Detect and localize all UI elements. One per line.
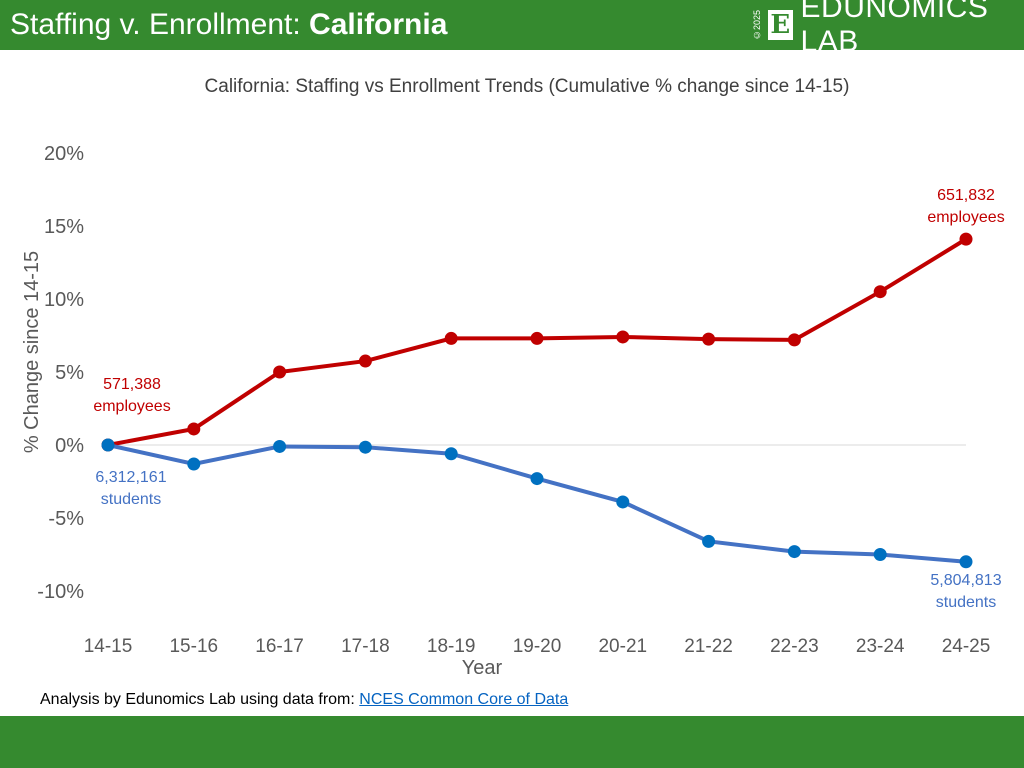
students-point xyxy=(101,438,115,452)
y-axis-label: % Change since 14-15 xyxy=(21,251,43,453)
students-end-label: 5,804,813 xyxy=(930,572,1001,589)
staff-start-label: employees xyxy=(93,398,170,415)
students-line xyxy=(107,443,967,564)
x-tick-label: 23-24 xyxy=(856,636,905,657)
logo-name: EDUNOMICS LAB xyxy=(800,0,989,58)
x-tick-label: 22-23 xyxy=(770,636,819,657)
title-text: Staffing v. Enrollment: xyxy=(10,8,310,41)
x-tick-label: 24-25 xyxy=(942,636,991,657)
students-point xyxy=(959,555,973,569)
students-point xyxy=(616,495,630,509)
students-start-label: students xyxy=(101,491,161,508)
page-title: Staffing v. Enrollment: California xyxy=(10,8,447,42)
x-tick-label: 16-17 xyxy=(255,636,304,657)
x-tick-label: 18-19 xyxy=(427,636,476,657)
title-state: California xyxy=(309,8,448,41)
students-end-label: students xyxy=(936,594,996,611)
students-point xyxy=(187,457,201,471)
source-text: Analysis by Edunomics Lab using data fro… xyxy=(40,691,360,708)
students-point xyxy=(273,439,287,453)
x-axis-label: Year xyxy=(462,657,503,679)
y-tick-label: 0% xyxy=(55,435,84,457)
chart-title: California: Staffing vs Enrollment Trend… xyxy=(205,76,850,97)
y-tick-label: 5% xyxy=(55,362,84,384)
staff-point xyxy=(702,332,716,346)
x-tick-label: 19-20 xyxy=(513,636,562,657)
footer-bar xyxy=(0,716,1024,768)
staff-point xyxy=(444,331,458,345)
staff-point xyxy=(187,422,201,436)
students-point xyxy=(787,545,801,559)
x-tick-label: 14-15 xyxy=(84,636,133,657)
source-link[interactable]: NCES Common Core of Data xyxy=(359,691,569,708)
y-tick-label: -5% xyxy=(48,508,84,530)
staff-point xyxy=(873,285,887,299)
y-tick-label: 20% xyxy=(44,143,84,165)
staff-point xyxy=(530,331,544,345)
header-bar: Staffing v. Enrollment: California ©2025… xyxy=(0,0,1024,58)
students-point xyxy=(358,440,372,454)
staff-point xyxy=(358,354,372,368)
y-tick-label: -10% xyxy=(37,581,84,603)
edunomics-logo: ©2025 E EDUNOMICS LAB xyxy=(752,0,1024,58)
y-tick-label: 10% xyxy=(44,289,84,311)
staff-start-label: 571,388 xyxy=(103,376,161,393)
x-tick-label: 20-21 xyxy=(598,636,647,657)
source-note: Analysis by Edunomics Lab using data fro… xyxy=(40,691,568,709)
students-point xyxy=(702,534,716,548)
x-tick-label: 21-22 xyxy=(684,636,733,657)
staff-point xyxy=(273,365,287,379)
students-start-label: 6,312,161 xyxy=(95,469,166,486)
students-point xyxy=(530,472,544,486)
x-tick-label: 15-16 xyxy=(169,636,218,657)
x-tick-label: 17-18 xyxy=(341,636,390,657)
y-tick-label: 15% xyxy=(44,216,84,238)
logo-e-icon: E xyxy=(768,10,793,40)
staff-point xyxy=(787,333,801,347)
students-point xyxy=(873,548,887,561)
staff-point xyxy=(959,232,973,246)
staff-end-label: employees xyxy=(927,209,1004,226)
staff-point xyxy=(616,330,630,344)
students-point xyxy=(444,447,458,461)
line-chart: California: Staffing vs Enrollment Trend… xyxy=(21,76,1005,679)
staff-end-label: 651,832 xyxy=(937,187,995,204)
